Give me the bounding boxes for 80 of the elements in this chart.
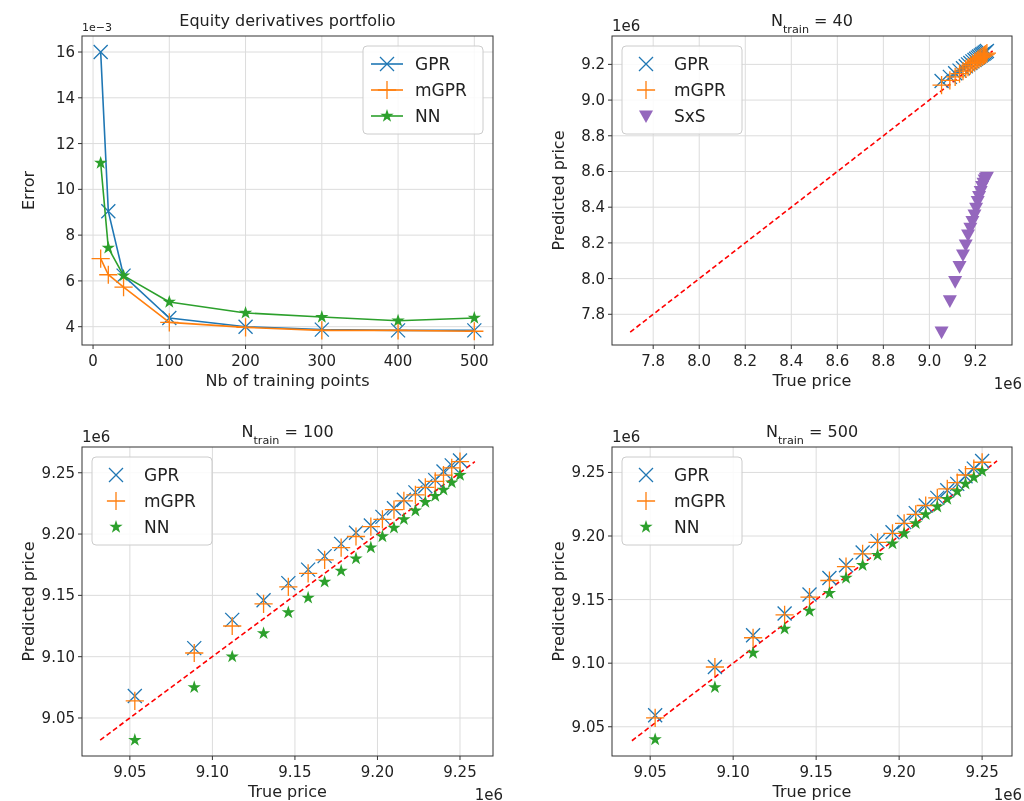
x-tick-label: 8.0 [687, 352, 712, 370]
x-tick-label: 9.05 [633, 763, 667, 781]
x-tick-label: 9.10 [716, 763, 750, 781]
x-tick-label: 9.10 [195, 763, 230, 781]
y-tick-label: 7.8 [581, 305, 605, 324]
x-tick-label: 8.4 [779, 352, 804, 370]
y-tick-label: 9.15 [571, 590, 605, 609]
x-axis-title: True price [771, 782, 852, 801]
y-axis-title: Predicted price [549, 130, 568, 251]
y-tick-label: 8.8 [581, 126, 605, 145]
text: 1e6 [612, 428, 641, 446]
y-tick-label: 8.6 [581, 162, 605, 181]
text: 1e6 [474, 786, 503, 801]
legend-label: mGPR [674, 80, 726, 100]
legend-label: GPR [674, 54, 710, 74]
y-tick-label: 8.4 [581, 198, 605, 217]
x-tick-label: 9.25 [965, 763, 999, 781]
x-tick-label: 9.20 [360, 763, 395, 781]
x-tick-label: 9.0 [917, 352, 942, 370]
y-tick-label: 8.0 [581, 269, 605, 288]
x-axis-title: True price [771, 371, 852, 390]
text: 1e6 [612, 17, 641, 35]
y-tick-label: 4 [65, 317, 75, 336]
legend-label: GPR [415, 54, 451, 74]
text: 1e6 [993, 375, 1022, 393]
y-tick-label: 9.10 [41, 647, 75, 666]
y-tick-label: 9.0 [581, 91, 605, 110]
x-axis-title: Nb of training points [205, 371, 370, 390]
y-tick-label: 9.15 [41, 586, 75, 605]
y-tick-label: 9.20 [41, 525, 75, 544]
legend-label: NN [144, 517, 170, 537]
legend-label: mGPR [415, 80, 467, 100]
chart-title: N$_{train}$ = 40 [771, 11, 853, 36]
y-axis-title: Error [19, 170, 38, 210]
text: 1e6 [82, 428, 111, 446]
y-tick-label: 9.05 [41, 708, 75, 727]
x-tick-label: 8.6 [825, 352, 850, 370]
x-tick-label: 400 [383, 352, 413, 370]
legend-label: GPR [144, 465, 180, 485]
y-tick-label: 9.05 [571, 717, 605, 736]
y-tick-label: 16 [55, 43, 75, 62]
x-tick-label: 9.15 [278, 763, 312, 781]
legend-label: mGPR [674, 491, 726, 511]
text: 1e6 [993, 786, 1022, 801]
text: 1e−3 [82, 21, 112, 34]
legend-label: SxS [674, 106, 706, 126]
y-tick-label: 8.2 [581, 233, 605, 252]
y-tick-label: 8 [65, 226, 75, 245]
x-tick-label: 9.2 [963, 352, 988, 370]
legend-label: GPR [674, 465, 710, 485]
y-tick-label: 9.25 [571, 463, 605, 482]
legend-label: NN [415, 106, 441, 126]
y-tick-label: 9.2 [581, 55, 605, 74]
y-axis-title: Predicted price [19, 541, 38, 662]
y-tick-label: 9.10 [571, 654, 605, 673]
y-axis-title: Predicted price [549, 541, 568, 662]
y-tick-label: 14 [55, 88, 75, 107]
x-tick-label: 9.05 [113, 763, 147, 781]
y-tick-label: 6 [65, 271, 75, 290]
x-tick-label: 300 [307, 352, 337, 370]
y-tick-label: 9.20 [571, 527, 605, 546]
y-tick-label: 10 [55, 180, 75, 199]
legend-label: NN [674, 517, 700, 537]
x-tick-label: 0 [88, 352, 98, 370]
x-tick-label: 200 [231, 352, 260, 370]
x-tick-label: 500 [460, 352, 489, 370]
chart-title: N$_{train}$ = 500 [765, 422, 859, 447]
chart-title: Equity derivatives portfolio [179, 11, 396, 30]
x-tick-label: 9.20 [882, 763, 916, 781]
x-tick-label: 100 [154, 352, 184, 370]
y-tick-label: 9.25 [41, 463, 75, 482]
y-tick-label: 12 [55, 134, 75, 153]
x-tick-label: 9.15 [799, 763, 833, 781]
x-tick-label: 7.8 [641, 352, 666, 370]
x-tick-label: 9.25 [443, 763, 477, 781]
legend-label: mGPR [144, 491, 196, 511]
x-tick-label: 8.8 [871, 352, 896, 370]
x-axis-title: True price [247, 782, 327, 801]
x-tick-label: 8.2 [733, 352, 758, 370]
chart-title: N$_{train}$ = 100 [241, 422, 334, 447]
